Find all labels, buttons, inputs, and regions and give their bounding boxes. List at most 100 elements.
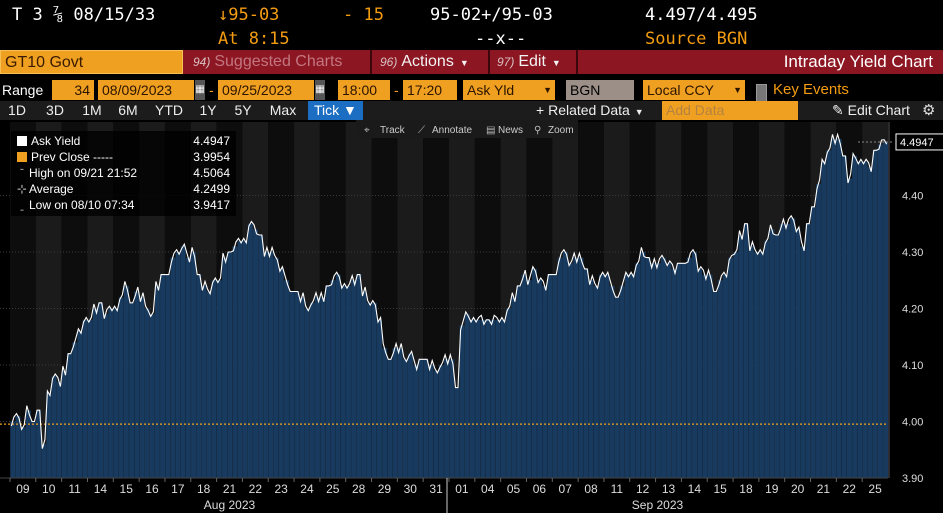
yield-bar <box>56 381 62 478</box>
period-button-1d[interactable]: 1D <box>8 102 26 118</box>
yield-bar <box>547 274 553 478</box>
legend-high-value: 4.5064 <box>193 166 230 180</box>
current-value-label: 4.4947 <box>900 137 934 149</box>
yield-bar <box>754 251 759 478</box>
period-button-1y[interactable]: 1Y <box>199 102 217 118</box>
news-icon[interactable]: ▤ <box>486 125 495 136</box>
x-tick-label: 11 <box>611 482 624 496</box>
month-label: Aug 2023 <box>204 498 256 512</box>
legend-average[interactable]: ⊹ Average 4.2499 <box>15 181 232 197</box>
yield-bar <box>108 308 114 478</box>
period-button-ytd[interactable]: YTD <box>155 102 183 118</box>
yield-bar <box>289 291 295 478</box>
y-tick-label: 4.20 <box>902 303 923 315</box>
x-tick-label: 07 <box>559 482 573 496</box>
currency-select[interactable]: Local CCY ▼ <box>643 80 745 100</box>
tick-period-dropdown[interactable]: Tick ▼ <box>308 101 363 120</box>
yield-bar <box>371 302 377 478</box>
related-data-button[interactable]: + Related Data ▼ <box>536 101 644 120</box>
yield-bar <box>413 364 419 478</box>
yield-bar <box>723 274 728 478</box>
security-input[interactable]: GT10 Govt <box>0 50 183 74</box>
yield-bar <box>537 280 543 478</box>
source-field[interactable]: BGN <box>566 80 634 100</box>
x-tick-label: 19 <box>765 482 779 496</box>
yield-bar <box>351 280 357 478</box>
yield-bar <box>330 280 336 478</box>
end-time-field[interactable]: 17:20 <box>403 80 457 100</box>
end-date-field[interactable]: 09/25/2023 <box>218 80 314 100</box>
edit-chart-button[interactable]: ✎ Edit Chart <box>832 101 910 120</box>
plus-icon: + <box>536 102 549 118</box>
edit-number: 97) <box>497 55 515 69</box>
range-label: Range <box>2 82 44 98</box>
yield-bar <box>15 415 21 478</box>
legend-low[interactable]: ˍ Low on 08/10 07:34 3.9417 <box>15 197 232 213</box>
yield-bar <box>51 376 57 478</box>
function-bar: GT10 Govt 94) Suggested Charts 96) Actions… <box>0 50 943 74</box>
yield-bar <box>826 150 832 478</box>
x-tick-label: 22 <box>843 482 857 496</box>
period-count-field[interactable]: 34 <box>52 80 94 100</box>
yield-bar <box>815 184 821 478</box>
actions-button[interactable]: 96) Actions ▼ <box>374 50 488 74</box>
yield-bar <box>697 268 703 478</box>
add-data-input[interactable]: Add Data <box>662 101 798 120</box>
yield-bar <box>583 268 589 478</box>
track-tool[interactable]: Track <box>380 125 406 136</box>
actions-caret-icon: ▼ <box>459 58 469 68</box>
period-button-3d[interactable]: 3D <box>46 102 64 118</box>
yield-bar <box>325 285 331 478</box>
legend-high[interactable]: ˉ High on 09/21 21:52 4.5064 <box>15 165 232 181</box>
yield-bar <box>614 297 620 478</box>
news-tool[interactable]: News <box>498 125 523 136</box>
pencil-icon: ✎ <box>832 102 848 118</box>
field-select[interactable]: Ask Yld ▼ <box>463 80 555 100</box>
yield-bar <box>294 291 300 478</box>
yield-bar <box>268 251 274 478</box>
edit-button[interactable]: 97) Edit ▼ <box>491 50 576 74</box>
period-button-max[interactable]: Max <box>269 102 297 118</box>
zoom-tool[interactable]: Zoom <box>548 125 574 136</box>
period-bar: 1D 3D 1M 6M YTD 1Y 5Y Max Tick ▼ + Relat… <box>0 101 943 120</box>
calendar-icon[interactable]: ▦ <box>315 80 325 100</box>
period-button-5y[interactable]: 5Y <box>234 102 252 118</box>
yield-bar <box>733 251 739 478</box>
start-date-field[interactable]: 08/09/2023 <box>98 80 194 100</box>
yield-bar <box>25 410 31 478</box>
yield-line <box>10 132 888 449</box>
yield-bar <box>201 285 207 478</box>
yield-bar <box>315 297 320 478</box>
annotate-tool[interactable]: Annotate <box>432 125 472 136</box>
track-icon[interactable]: ⌖ <box>364 125 370 136</box>
yield-bar <box>10 421 16 478</box>
yield-bar <box>82 319 88 478</box>
suggested-charts-button[interactable]: 94) Suggested Charts <box>187 50 370 74</box>
yield-bar <box>253 229 259 478</box>
start-time-field[interactable]: 18:00 <box>338 80 390 100</box>
zoom-icon[interactable]: ⚲ <box>534 125 541 136</box>
y-tick-label: 4.00 <box>902 416 923 428</box>
x-tick-label: 21 <box>223 482 237 496</box>
period-button-6m[interactable]: 6M <box>118 102 138 118</box>
calendar-icon[interactable]: ▦ <box>195 80 205 100</box>
legend-prev-close[interactable]: Prev Close ----- 3.9954 <box>15 149 232 165</box>
yield-bar <box>862 161 868 479</box>
gear-icon[interactable]: ⚙ <box>922 102 936 119</box>
period-button-1m[interactable]: 1M <box>82 102 102 118</box>
yield-bar <box>382 348 388 478</box>
yield-bar <box>655 263 661 478</box>
yield-bar <box>578 257 584 478</box>
edit-label: Edit <box>518 53 546 70</box>
annotate-icon[interactable]: ⟋ <box>418 125 425 136</box>
yield-bar <box>831 138 837 478</box>
yield-bar <box>774 235 780 478</box>
yield-bar <box>485 319 491 478</box>
yield-bar <box>92 308 98 478</box>
legend-ask-yield[interactable]: Ask Yield 4.4947 <box>15 133 232 149</box>
yield-bar <box>402 359 408 478</box>
x-tick-label: 24 <box>300 482 314 496</box>
yield-bar <box>872 150 878 478</box>
menu-separator <box>370 50 372 74</box>
yield-bar <box>299 297 305 478</box>
